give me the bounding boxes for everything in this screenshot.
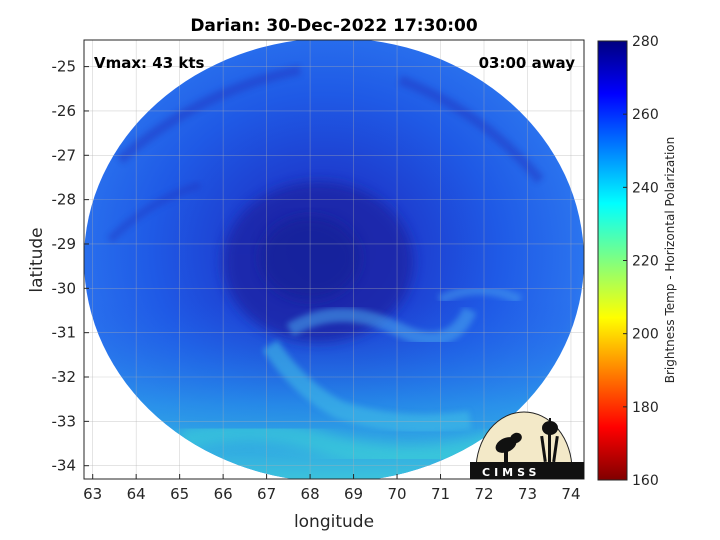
x-axis-label: longitude [294, 512, 374, 532]
cimss-logo-text: CIMSS [482, 466, 540, 479]
y-tick-label: -32 [52, 368, 77, 386]
x-tick-label: 71 [431, 485, 450, 503]
x-tick-label: 64 [127, 485, 146, 503]
x-tick-label: 72 [474, 485, 493, 503]
vmax-annotation: Vmax: 43 kts [94, 54, 204, 72]
x-tick-label: 70 [387, 485, 406, 503]
y-tick-label: -30 [52, 279, 77, 297]
grid [84, 40, 584, 479]
colorbar-tick-label: 280 [632, 34, 659, 50]
y-tick-label: -31 [52, 324, 77, 342]
colorbar [597, 40, 628, 481]
plot-frame [83, 39, 585, 480]
y-axis-label: latitude [27, 227, 47, 292]
y-tick-label: -25 [52, 58, 77, 76]
colorbar-ticks: 280 260 240 220 200 180 160 [623, 34, 659, 489]
x-tick-label: 66 [214, 485, 233, 503]
y-tick-label: -33 [52, 412, 77, 430]
x-tick-label: 65 [170, 485, 189, 503]
brightness-temperature-field [84, 40, 584, 479]
y-tick-label: -34 [52, 457, 77, 475]
colorbar-label: Brightness Temp - Horizontal Polarizatio… [663, 137, 677, 384]
colorbar-tick-label: 260 [632, 107, 659, 123]
x-tick-label: 63 [83, 485, 102, 503]
y-tick-label: -29 [52, 235, 77, 253]
y-axis-ticks: -25 -26 -27 -28 -29 -30 -31 -32 -33 -34 [52, 58, 89, 475]
x-tick-label: 67 [257, 485, 276, 503]
y-tick-label: -27 [52, 146, 77, 164]
colorbar-tick-label: 180 [632, 400, 659, 416]
colorbar-tick-label: 200 [632, 327, 659, 343]
x-tick-label: 69 [344, 485, 363, 503]
cimss-logo: CIMSS [470, 411, 584, 479]
colorbar-tick-label: 160 [632, 473, 659, 489]
x-axis-ticks: 63 64 65 66 67 68 69 70 71 72 73 74 [83, 474, 581, 503]
x-tick-label: 73 [518, 485, 537, 503]
colorbar-tick-label: 240 [632, 180, 659, 196]
y-tick-label: -26 [52, 102, 77, 120]
time-away-annotation: 03:00 away [479, 54, 576, 72]
colorbar-tick-label: 220 [632, 254, 659, 270]
x-tick-label: 68 [301, 485, 320, 503]
x-tick-label: 74 [561, 485, 580, 503]
y-tick-label: -28 [52, 191, 77, 209]
chart-title: Darian: 30-Dec-2022 17:30:00 [190, 16, 478, 36]
